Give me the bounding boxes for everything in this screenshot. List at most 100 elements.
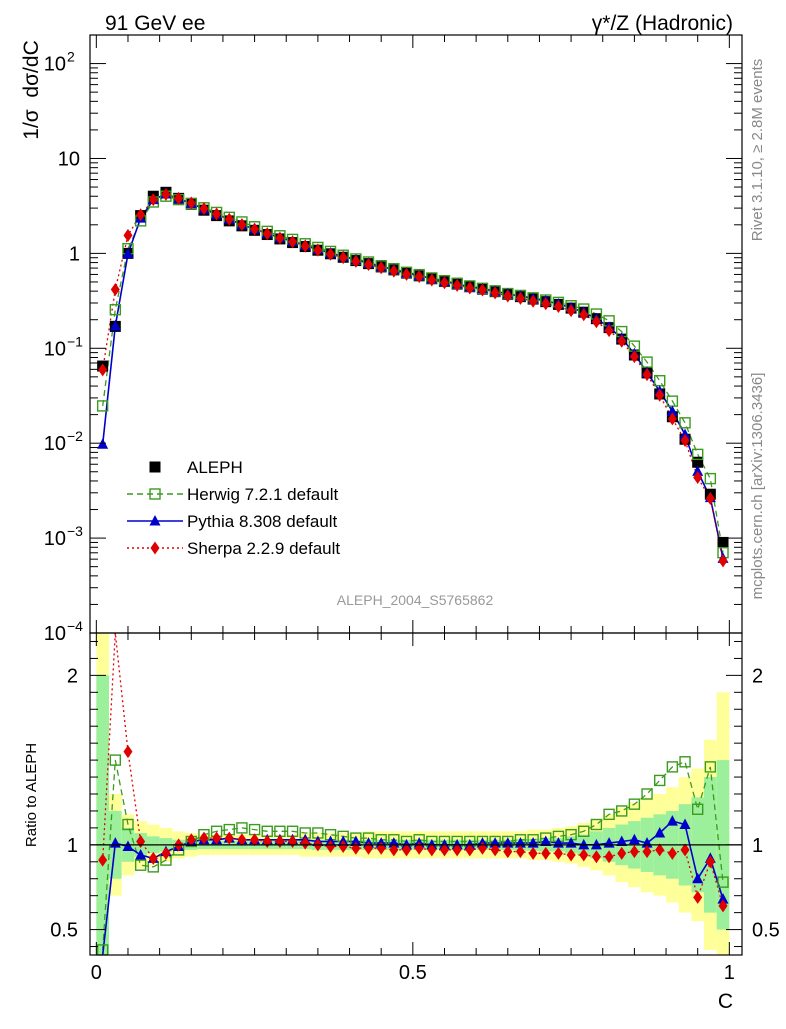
series-point-ratio xyxy=(503,845,513,859)
x-tick-label: 0.5 xyxy=(399,962,427,984)
series-point-main xyxy=(364,257,374,271)
series-point-main xyxy=(389,264,399,278)
series-point-ratio xyxy=(350,835,362,846)
series-point-main xyxy=(148,193,158,207)
series-point-main xyxy=(718,554,728,568)
series-point-main xyxy=(439,276,449,290)
series-point-main xyxy=(376,261,386,275)
series-point-main xyxy=(515,291,525,305)
series-point-main xyxy=(579,308,589,322)
series-point-ratio xyxy=(717,876,729,888)
x-tick-label: 0 xyxy=(91,962,102,984)
ratio-tick-label: 0.5 xyxy=(50,920,78,942)
series-point-ratio xyxy=(122,840,134,852)
y-tick-exponent: −4 xyxy=(67,618,83,634)
series-point-ratio xyxy=(680,843,690,857)
series-point-main xyxy=(679,428,691,440)
series-point-main xyxy=(642,368,652,382)
series-point-main xyxy=(566,304,576,318)
series-point-main xyxy=(237,218,247,232)
series-point-main xyxy=(414,270,424,284)
legend-label: ALEPH xyxy=(187,458,243,477)
series-point-main xyxy=(452,278,462,292)
x-axis-title: C xyxy=(718,990,733,1013)
series-point-ratio xyxy=(161,846,171,860)
y-axis-title: 1/σ dσ/dC xyxy=(20,40,43,139)
series-point-ratio xyxy=(655,843,665,857)
series-point-ratio xyxy=(693,890,703,904)
series-point-main xyxy=(161,187,171,201)
series-point-main xyxy=(693,471,703,485)
series-point-ratio xyxy=(667,846,677,860)
y-tick-exponent: 2 xyxy=(67,49,75,65)
series-point-main xyxy=(541,297,551,311)
y-tick-exponent: −2 xyxy=(67,428,83,444)
series-point-ratio xyxy=(590,818,603,831)
series-point-ratio xyxy=(692,872,704,884)
series-point-ratio xyxy=(515,845,525,859)
y-tick-label: 10 xyxy=(58,148,80,170)
series-point-main xyxy=(122,247,134,259)
x-tick-label: 1 xyxy=(724,962,735,984)
series-point-ratio xyxy=(300,836,310,850)
series-point-main xyxy=(591,315,601,329)
series-point-main xyxy=(691,448,704,461)
series-point-ratio xyxy=(666,761,679,773)
series-point-main xyxy=(174,191,184,205)
series-point-main xyxy=(680,434,690,448)
analysis-label: ALEPH_2004_S5765862 xyxy=(337,592,494,608)
series-point-ratio xyxy=(691,803,704,815)
series-point-main xyxy=(212,207,222,221)
series-point-ratio xyxy=(236,822,248,834)
series-point-main xyxy=(477,283,487,297)
series-point-ratio xyxy=(389,843,399,857)
series-point-main xyxy=(275,231,285,245)
legend-marker xyxy=(149,461,161,473)
series-point-ratio xyxy=(616,835,628,846)
ratio-band-inner xyxy=(96,675,109,955)
series-point-ratio xyxy=(628,833,640,845)
series-point-ratio xyxy=(541,846,551,860)
series-point-main xyxy=(250,222,260,236)
series-point-ratio xyxy=(604,850,614,864)
series-point-ratio xyxy=(591,850,601,864)
series-point-main xyxy=(96,400,109,412)
series-point-main xyxy=(186,196,196,210)
series-point-main xyxy=(655,388,665,402)
legend-marker xyxy=(149,515,161,526)
series-point-ratio xyxy=(402,843,412,857)
series-point-ratio xyxy=(717,893,729,904)
series-point-ratio xyxy=(199,831,209,845)
series-point-ratio xyxy=(135,849,147,860)
series-point-ratio xyxy=(134,859,147,871)
series-point-ratio xyxy=(439,843,449,857)
series-point-ratio xyxy=(654,826,666,838)
series-point-main xyxy=(224,212,234,226)
series-point-main xyxy=(288,235,298,249)
series-point-ratio xyxy=(109,754,122,766)
series-point-main xyxy=(465,281,475,295)
series-point-main xyxy=(503,289,513,303)
series-point-ratio xyxy=(654,774,666,787)
series-point-main xyxy=(604,324,614,338)
series-point-ratio xyxy=(603,808,615,821)
series-point-main xyxy=(123,228,133,242)
series-point-main xyxy=(351,254,361,268)
legend-label: Pythia 8.308 default xyxy=(187,512,338,531)
data-point xyxy=(692,456,704,468)
y-tick-label: 10 xyxy=(44,433,66,455)
series-point-ratio xyxy=(148,851,158,865)
series-point-ratio xyxy=(465,843,475,857)
series-point-ratio xyxy=(679,756,691,768)
ratio-frame xyxy=(89,632,743,956)
legend-label: Herwig 7.2.1 default xyxy=(187,485,338,504)
series-point-ratio xyxy=(629,845,639,859)
series-point-main xyxy=(705,492,715,506)
series-point-ratio xyxy=(490,843,500,857)
series-point-ratio xyxy=(590,838,602,850)
y-tick-label: 1 xyxy=(69,243,80,265)
series-point-main xyxy=(109,320,121,331)
series-point-main xyxy=(692,465,704,476)
